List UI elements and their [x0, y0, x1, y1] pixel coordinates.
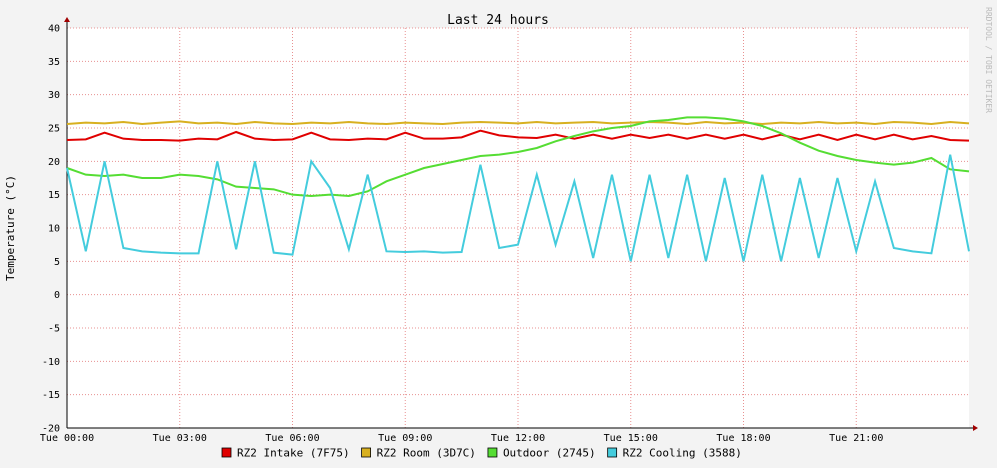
- y-tick-label: 10: [48, 224, 60, 235]
- y-tick-label: 30: [48, 90, 60, 101]
- y-tick-label: 0: [54, 290, 60, 301]
- legend-label: RZ2 Room (3D7C): [377, 447, 476, 460]
- legend: RZ2 Intake (7F75) RZ2 Room (3D7C) Outdoor …: [221, 447, 742, 460]
- x-tick-label: Tue 03:00: [153, 433, 207, 444]
- legend-swatch: [607, 447, 618, 458]
- y-tick-label: -10: [42, 357, 60, 368]
- y-axis-label: Temperature (°C): [4, 175, 17, 281]
- y-tick-label: -20: [42, 424, 60, 435]
- x-tick-label: Tue 18:00: [716, 433, 770, 444]
- series-line: [66, 116, 970, 198]
- grid: -20 -15 -10 -5 0 5 10 15 20 25 30 35 40 Tue 00:00 Tue …: [40, 17, 978, 444]
- y-tick-label: -5: [48, 324, 60, 335]
- x-tick-label: Tue 21:00: [829, 433, 883, 444]
- watermark: RRDTOOL / TOBI OETIKER: [984, 7, 993, 113]
- legend-label: Outdoor (2745): [503, 447, 596, 460]
- y-tick-label: 5: [54, 257, 60, 268]
- series-line: [66, 129, 970, 142]
- x-tick-label: Tue 15:00: [604, 433, 658, 444]
- y-tick-label: -15: [42, 390, 60, 401]
- y-tick-label: 35: [48, 57, 60, 68]
- x-tick-label: Tue 09:00: [378, 433, 432, 444]
- legend-swatch: [221, 447, 232, 458]
- legend-label: RZ2 Intake (7F75): [237, 447, 350, 460]
- lines: [66, 116, 970, 262]
- x-tick-label: Tue 00:00: [40, 433, 94, 444]
- series-line: [66, 154, 970, 262]
- y-tick-label: 20: [48, 157, 60, 168]
- legend-label: RZ2 Cooling (3588): [623, 447, 742, 460]
- axis-arrow: [64, 17, 70, 22]
- x-tick-label: Tue 12:00: [491, 433, 545, 444]
- x-tick-label: Tue 06:00: [265, 433, 319, 444]
- axis-arrow: [973, 425, 978, 431]
- y-tick-label: 15: [48, 190, 60, 201]
- series-line: [66, 120, 970, 126]
- legend-swatch: [487, 447, 498, 458]
- y-tick-label: 40: [48, 24, 60, 35]
- legend-swatch: [361, 447, 371, 458]
- chart-title: Last 24 hours: [447, 13, 549, 28]
- y-tick-label: 25: [48, 124, 60, 135]
